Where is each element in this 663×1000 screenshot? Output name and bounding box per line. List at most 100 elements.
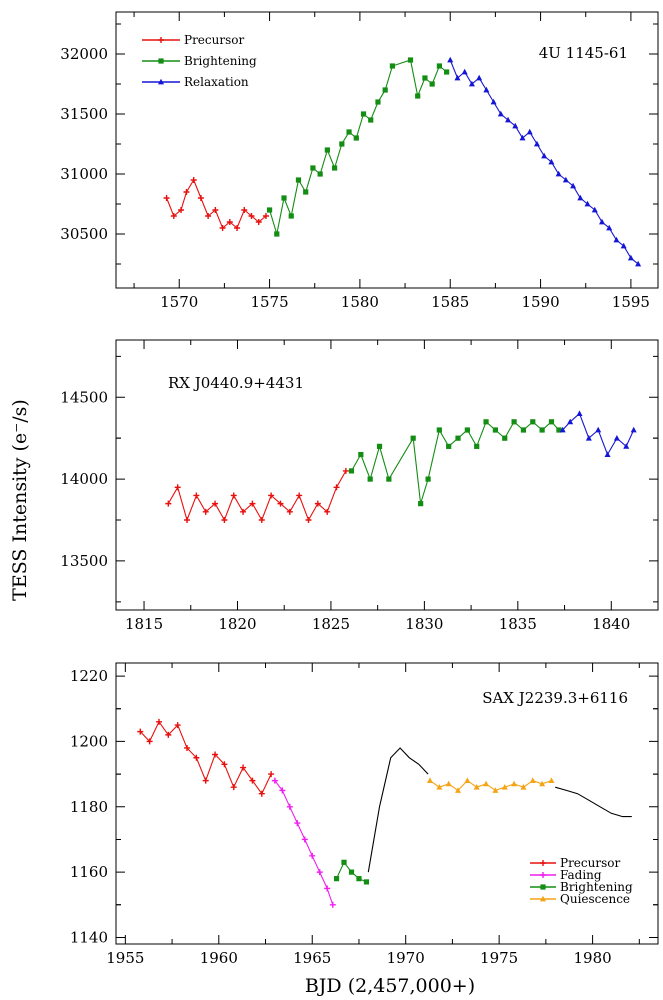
data-point — [389, 63, 396, 69]
data-point — [591, 206, 598, 213]
data-point — [511, 780, 518, 787]
series-brightening — [266, 57, 450, 237]
panel-1: 1570 1575 1580 1585 1590 1595 30500 31000 31500 3… — [60, 11, 659, 311]
data-point — [212, 751, 219, 758]
data-point — [490, 98, 497, 105]
data-point — [562, 176, 569, 183]
data-point — [368, 117, 374, 123]
y-tick-label: 14500 — [60, 388, 108, 406]
data-point — [258, 517, 265, 523]
data-point — [468, 80, 475, 87]
series-segment-2 — [348, 419, 562, 507]
data-point — [418, 501, 424, 507]
series-line — [562, 412, 635, 456]
data-point — [570, 182, 577, 189]
y-tick-label: 1180 — [70, 798, 108, 816]
legend-marker — [540, 872, 546, 878]
x-tick-label: 1970 — [387, 949, 425, 967]
data-point — [584, 200, 591, 207]
series-line — [269, 59, 447, 235]
series-segment-1 — [165, 467, 349, 523]
data-point — [444, 69, 450, 75]
y-tick-label: 14000 — [60, 470, 108, 488]
x-tick-label: 1840 — [592, 615, 630, 633]
legend-marker — [540, 895, 546, 902]
data-point — [533, 140, 540, 147]
data-point — [358, 451, 364, 458]
data-point — [205, 213, 212, 219]
series-segment-4 — [367, 747, 429, 873]
data-point — [184, 744, 191, 751]
y-tick-label: 1220 — [70, 667, 108, 685]
data-point — [595, 426, 602, 433]
data-point — [548, 158, 555, 165]
y-tick-label: 31500 — [60, 105, 108, 123]
series-line — [166, 178, 267, 229]
data-point — [226, 219, 233, 225]
data-point — [333, 484, 340, 491]
data-point — [425, 476, 431, 482]
y-tick-label: 1160 — [70, 863, 108, 881]
data-point — [241, 207, 248, 213]
y-tick-label: 1200 — [70, 732, 108, 750]
data-point — [193, 492, 200, 499]
data-point — [567, 418, 574, 425]
data-point — [497, 110, 504, 117]
data-point — [248, 213, 255, 219]
legend-marker — [540, 860, 546, 866]
legend-marker — [158, 37, 164, 43]
data-point — [212, 500, 219, 507]
data-point — [163, 195, 170, 201]
data-point — [193, 754, 200, 761]
panel-title: SAX J2239.3+6116 — [482, 689, 628, 707]
y-tick-label: 32000 — [60, 45, 108, 63]
data-point — [422, 75, 428, 81]
legend-marker — [158, 58, 164, 64]
data-point — [520, 427, 527, 433]
data-point — [577, 194, 584, 201]
x-tick-label: 1580 — [341, 293, 379, 311]
data-point — [613, 236, 620, 243]
data-point — [332, 165, 338, 171]
data-point — [505, 116, 512, 123]
x-tick-label: 1965 — [293, 949, 331, 967]
data-point — [184, 517, 191, 523]
x-tick-label: 1975 — [480, 949, 518, 967]
x-tick-label: 1980 — [573, 949, 611, 967]
data-point — [301, 836, 308, 843]
data-point — [429, 81, 435, 87]
x-tick-label: 1830 — [405, 615, 443, 633]
data-point — [165, 731, 172, 738]
legend: Precursor Brightening Relaxation — [142, 33, 257, 89]
data-point — [476, 74, 483, 81]
data-point — [598, 218, 605, 225]
data-point — [559, 426, 566, 433]
data-point — [310, 165, 316, 171]
data-point — [474, 443, 480, 449]
data-point — [346, 129, 352, 135]
y-tick-label: 13500 — [60, 552, 108, 570]
series-line — [167, 470, 347, 522]
data-point — [426, 777, 433, 784]
data-point — [240, 508, 247, 515]
x-tick-label: 1960 — [200, 949, 238, 967]
data-point — [303, 189, 309, 195]
data-point — [230, 784, 237, 791]
data-point — [376, 443, 383, 449]
data-point — [317, 171, 323, 177]
data-point — [341, 859, 347, 865]
data-point — [511, 419, 517, 425]
data-point — [249, 500, 256, 507]
data-point — [197, 195, 204, 201]
data-point — [461, 68, 468, 75]
legend-label: Precursor — [560, 856, 620, 870]
data-point — [271, 777, 278, 784]
data-point — [339, 141, 345, 147]
plot-frame — [115, 11, 659, 289]
data-point — [464, 777, 471, 784]
data-point — [455, 435, 461, 441]
data-point — [279, 787, 286, 794]
data-point — [221, 517, 228, 523]
data-point — [333, 876, 340, 882]
